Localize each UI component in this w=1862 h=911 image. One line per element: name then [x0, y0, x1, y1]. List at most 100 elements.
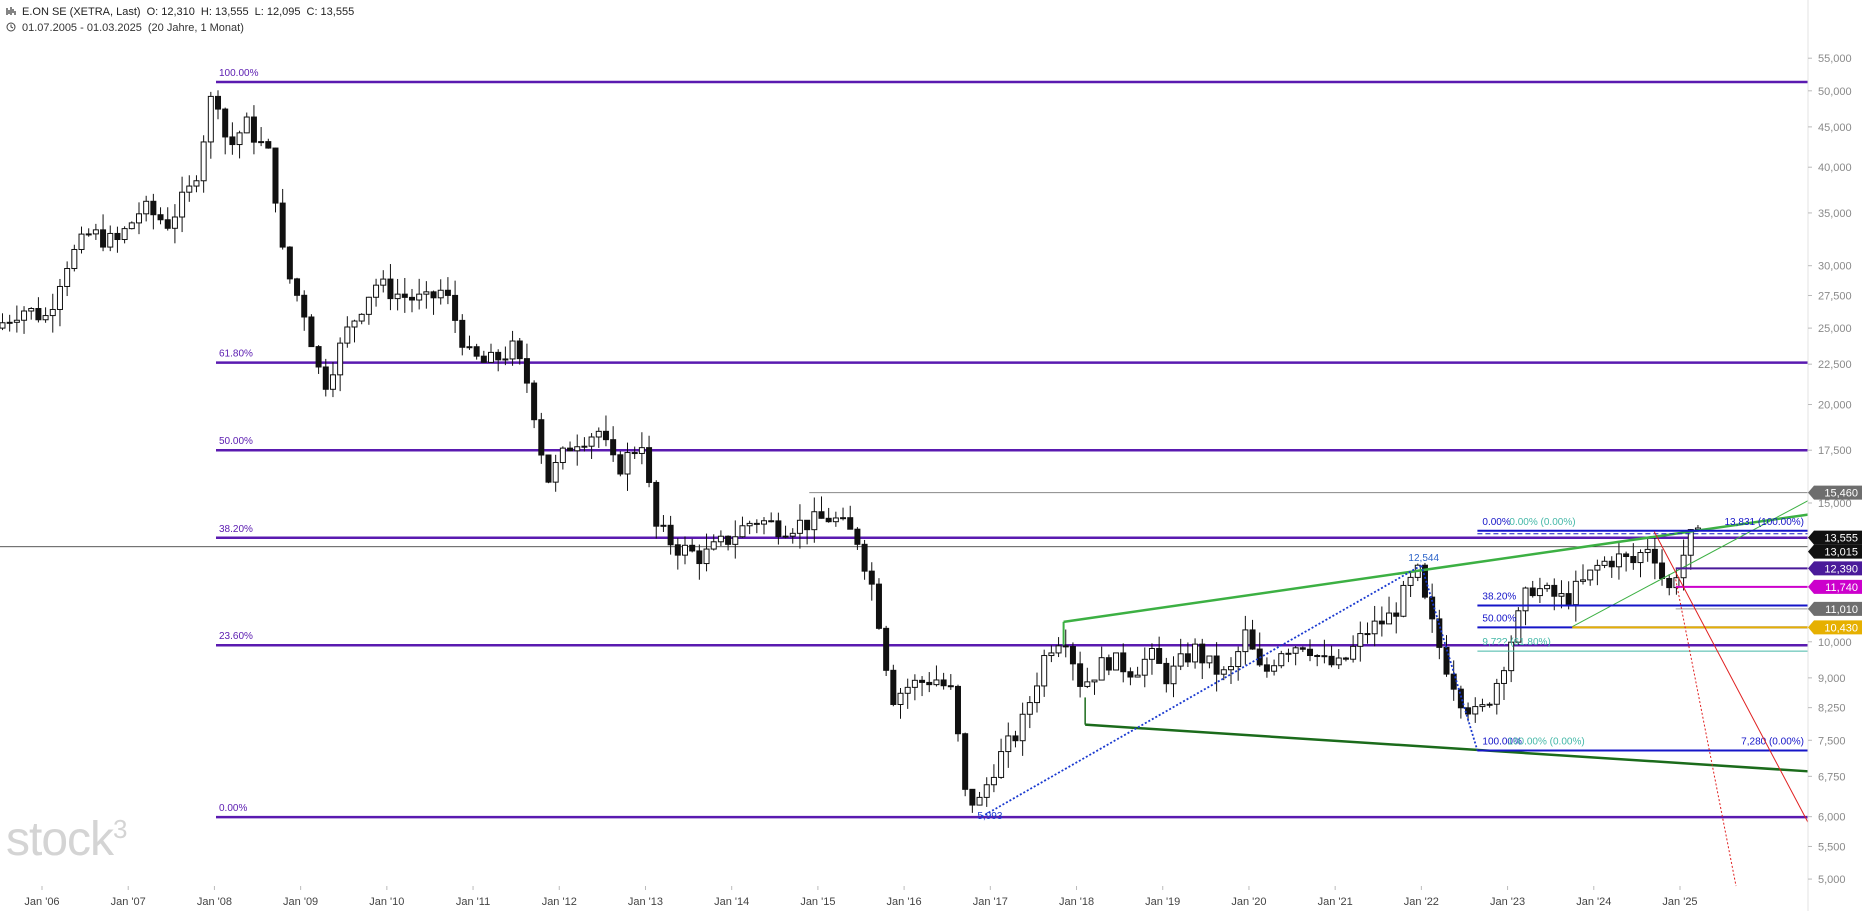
candle: [1227, 657, 1234, 684]
candle-body: [380, 278, 387, 286]
swing-up-dotted[interactable]: [981, 564, 1422, 818]
candle: [423, 281, 430, 309]
candle: [1242, 615, 1249, 665]
candle: [868, 562, 875, 601]
candle: [157, 207, 164, 225]
symbol-label[interactable]: E.ON SE (XETRA, Last): [22, 6, 141, 18]
candle: [1500, 666, 1507, 701]
candle: [229, 122, 236, 155]
candle-body: [904, 686, 911, 694]
candle: [1486, 702, 1493, 708]
candle: [1493, 678, 1500, 715]
candle: [329, 362, 336, 398]
candle-body: [42, 315, 49, 321]
candle-body: [868, 570, 875, 585]
x-tick-label: Jan '07: [111, 896, 146, 908]
candle-body: [696, 550, 703, 565]
candle-body: [947, 685, 954, 688]
candle: [1134, 666, 1141, 678]
candle-body: [940, 679, 947, 687]
candle: [638, 432, 645, 465]
candle: [782, 525, 789, 539]
candle-body: [1587, 569, 1594, 581]
swing-down-dotted[interactable]: [1420, 565, 1479, 751]
candle: [804, 519, 811, 545]
candle: [1314, 654, 1321, 667]
candle: [710, 534, 717, 551]
candle-body: [624, 452, 631, 475]
candle: [990, 764, 997, 793]
candle-body: [1328, 655, 1335, 666]
candle-body: [1134, 674, 1141, 678]
candle-body: [408, 296, 415, 301]
clock-icon[interactable]: [6, 22, 16, 32]
lower-trend-line[interactable]: [1085, 723, 1809, 773]
candle-body: [1321, 655, 1328, 658]
candle-body: [423, 291, 430, 295]
x-tick-label: Jan '18: [1059, 896, 1094, 908]
y-tick-label: 9,000: [1818, 673, 1846, 685]
candle-body: [1580, 579, 1587, 582]
x-tick-label: Jan '09: [283, 896, 318, 908]
candle: [100, 214, 107, 252]
chart-drawings[interactable]: 5,993 12,544 0.00% 38.20% 50.00% 100.00% 13,83…: [809, 492, 1809, 887]
y-axis: 5,000 5,500 6,000 6,750 7,500 8,250 9,000 10,00…: [1807, 0, 1852, 911]
candle: [545, 454, 552, 484]
candle-body: [1608, 560, 1615, 568]
candle-body: [466, 346, 473, 349]
teal-fib-low-label: 100.00% (0.00%): [1507, 736, 1584, 747]
candle-body: [308, 316, 315, 348]
candle-body: [746, 522, 753, 527]
candle-body: [681, 544, 688, 556]
x-tick-label: Jan '08: [197, 896, 232, 908]
chart-type-icon[interactable]: [6, 6, 16, 16]
candle-body: [1680, 554, 1687, 579]
candle-body: [114, 232, 121, 241]
y-tick-label: 40,000: [1818, 162, 1852, 174]
candle: [983, 777, 990, 807]
x-tick-label: Jan '13: [628, 896, 663, 908]
candle: [674, 538, 681, 570]
candle: [1127, 667, 1134, 686]
candle: [1371, 605, 1378, 647]
candle-body: [1170, 665, 1177, 685]
candle: [761, 517, 768, 535]
candle: [301, 290, 308, 331]
candle-body: [954, 685, 961, 735]
candle: [186, 175, 193, 202]
candle-body: [1637, 552, 1644, 564]
candle: [473, 343, 480, 360]
candle-body: [1479, 704, 1486, 708]
candle: [559, 446, 566, 470]
candle-body: [775, 520, 782, 538]
candle-body: [1486, 703, 1493, 706]
candle-body: [6, 321, 13, 324]
candle-body: [1062, 645, 1069, 648]
candle: [1357, 621, 1364, 662]
red-dotted-line[interactable]: [1675, 579, 1737, 887]
candle-body: [0, 322, 6, 329]
upper-trend-line[interactable]: [1063, 513, 1809, 624]
fibonacci-retracement-left[interactable]: 100.00% 61.80% 50.00% 38.20% 23.60% 0.00%: [216, 68, 1808, 819]
x-tick-label: Jan '12: [542, 896, 577, 908]
candle-body: [509, 340, 516, 360]
candle-body: [933, 679, 940, 686]
candle: [1263, 657, 1270, 678]
candle: [1113, 652, 1120, 671]
candle-body: [1565, 593, 1572, 606]
price-tag: 11,010: [1808, 601, 1862, 616]
stock3-watermark: stock3: [6, 813, 128, 866]
red-trend-line[interactable]: [1653, 531, 1809, 823]
candle: [1005, 722, 1012, 768]
candle: [624, 442, 631, 491]
candle-body: [1026, 702, 1033, 715]
candle: [64, 261, 71, 297]
x-tick-label: Jan '17: [973, 896, 1008, 908]
fib2-low-label: 7,280 (0.00%): [1741, 736, 1804, 747]
candle-body: [179, 191, 186, 218]
candle-body: [344, 326, 351, 344]
candle: [1580, 564, 1587, 585]
candle: [387, 264, 394, 311]
candle-body: [459, 319, 466, 348]
